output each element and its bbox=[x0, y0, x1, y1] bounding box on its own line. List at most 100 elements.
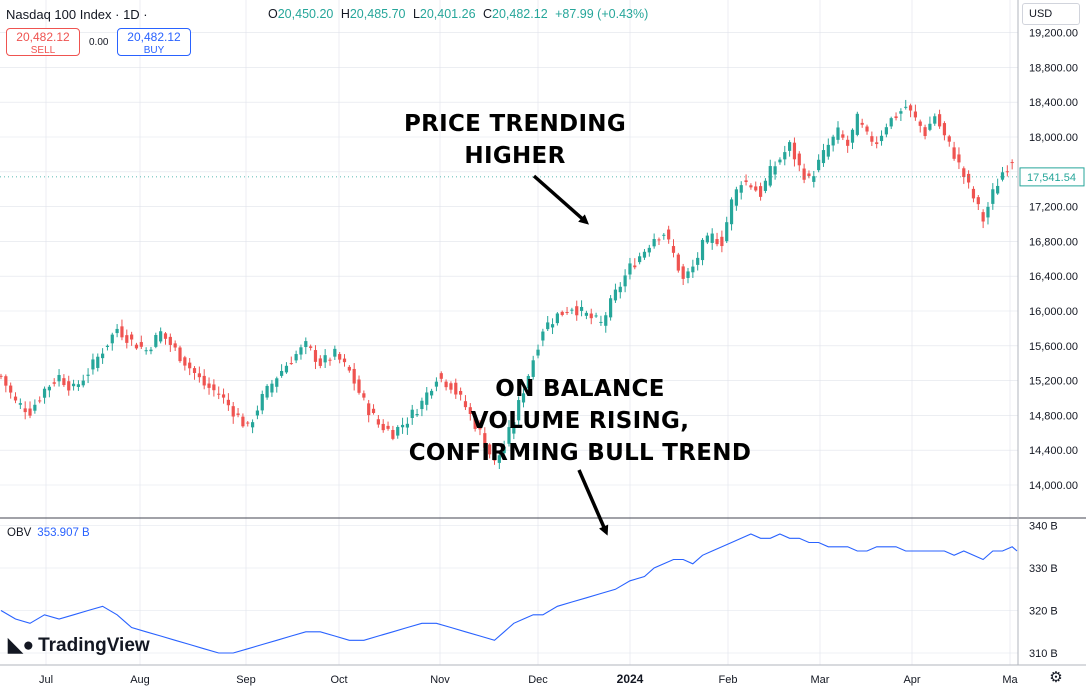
candle-body bbox=[507, 427, 511, 444]
candle-body bbox=[899, 111, 903, 114]
candle-body bbox=[739, 185, 743, 193]
obv-legend[interactable]: OBV 353.907 B bbox=[7, 527, 90, 539]
x-tick-label: Oct bbox=[330, 674, 347, 686]
x-tick-label: Aug bbox=[130, 674, 150, 686]
candle-body bbox=[860, 122, 864, 125]
candle-body bbox=[371, 408, 376, 414]
candle-body bbox=[744, 180, 748, 183]
symbol-title[interactable]: Nasdaq 100 Index · 1D · bbox=[6, 7, 148, 22]
price-tick-label: 18,000.00 bbox=[1029, 132, 1078, 144]
candle-body bbox=[904, 106, 908, 108]
candle-body bbox=[125, 335, 129, 343]
candle-body bbox=[502, 446, 506, 454]
candle-body bbox=[763, 180, 768, 191]
candle-body bbox=[304, 341, 308, 348]
price-tick-label: 16,400.00 bbox=[1029, 271, 1078, 283]
candle-body bbox=[729, 199, 734, 225]
candle-body bbox=[255, 410, 260, 416]
logo-text: TradingView bbox=[38, 635, 150, 656]
candle-body bbox=[691, 266, 695, 273]
candle-body bbox=[367, 403, 371, 416]
candle-body bbox=[623, 275, 627, 287]
candle-body bbox=[1010, 162, 1014, 164]
candle-body bbox=[154, 335, 158, 347]
candle-body bbox=[613, 289, 618, 301]
candle-body bbox=[410, 409, 414, 419]
candle-body bbox=[952, 147, 956, 159]
candle-body bbox=[633, 265, 637, 268]
currency-selector[interactable]: USD bbox=[1022, 3, 1080, 25]
candle-body bbox=[362, 393, 366, 398]
obv-legend-value: 353.907 B bbox=[37, 527, 90, 539]
ohlc-change: +87.99 (+0.43%) bbox=[555, 7, 649, 21]
candle-body bbox=[289, 363, 293, 365]
buy-button[interactable]: 20,482.12 BUY bbox=[117, 28, 191, 56]
price-tick-label: 15,600.00 bbox=[1029, 341, 1078, 353]
candle-body bbox=[42, 388, 47, 398]
price-tick-label: 17,200.00 bbox=[1029, 202, 1078, 214]
candle-body bbox=[420, 400, 424, 410]
candle-body bbox=[241, 416, 245, 427]
candle-body bbox=[270, 383, 274, 393]
price-tick-label: 19,200.00 bbox=[1029, 28, 1078, 40]
candle-body bbox=[294, 354, 298, 361]
candle-body bbox=[405, 423, 409, 428]
candle-body bbox=[333, 348, 337, 357]
candle-body bbox=[942, 123, 947, 136]
ohlc-low-key: L bbox=[412, 7, 420, 21]
tradingview-logo-icon: ◣● bbox=[8, 635, 35, 656]
candle-body bbox=[933, 116, 937, 124]
candle-body bbox=[439, 373, 443, 379]
candle-body bbox=[217, 393, 221, 395]
candle-body bbox=[454, 382, 458, 395]
price-candles bbox=[0, 99, 1014, 469]
tradingview-logo[interactable]: ◣● TradingView bbox=[8, 634, 150, 657]
candle-body bbox=[425, 392, 429, 405]
candle-body bbox=[163, 333, 168, 339]
obv-series bbox=[0, 533, 1018, 654]
sell-label: SELL bbox=[30, 45, 56, 56]
candle-body bbox=[429, 390, 434, 396]
vertical-grid bbox=[45, 0, 1011, 665]
candle-body bbox=[773, 166, 777, 175]
gear-icon[interactable]: ⚙ bbox=[1049, 669, 1063, 686]
price-annotation: PRICE TRENDING HIGHER bbox=[390, 108, 640, 172]
candle-body bbox=[575, 306, 579, 316]
candle-body bbox=[415, 414, 419, 416]
candle-body bbox=[434, 381, 439, 387]
candle-body bbox=[13, 396, 18, 401]
candle-body bbox=[671, 246, 676, 253]
candle-body bbox=[589, 313, 593, 319]
price-tick-label: 16,000.00 bbox=[1029, 306, 1078, 318]
candle-body bbox=[250, 422, 255, 428]
candle-body bbox=[192, 368, 197, 374]
candle-body bbox=[996, 185, 1000, 194]
candle-body bbox=[667, 229, 671, 240]
candle-body bbox=[715, 239, 719, 245]
candle-body bbox=[149, 349, 153, 352]
candle-body bbox=[202, 375, 206, 386]
price-annotation-line-1: PRICE TRENDING bbox=[403, 111, 627, 137]
candle-body bbox=[197, 373, 201, 378]
candle-body bbox=[618, 286, 622, 293]
candle-body bbox=[599, 321, 603, 323]
sell-button[interactable]: 20,482.12 SELL bbox=[6, 28, 80, 56]
candle-body bbox=[110, 334, 114, 344]
candle-body bbox=[976, 197, 980, 205]
candle-body bbox=[696, 257, 700, 265]
candle-body bbox=[928, 123, 932, 130]
candle-body bbox=[754, 186, 758, 191]
candle-body bbox=[105, 345, 110, 347]
spread-value: 0.00 bbox=[89, 37, 109, 48]
candle-body bbox=[212, 384, 216, 391]
candle-body bbox=[4, 376, 8, 386]
candle-body bbox=[91, 359, 95, 370]
candle-body bbox=[357, 379, 361, 393]
candle-body bbox=[221, 394, 226, 398]
candle-body bbox=[62, 378, 66, 386]
candle-body bbox=[463, 401, 468, 408]
candle-body bbox=[265, 385, 269, 398]
candle-body bbox=[9, 385, 13, 393]
candle-body bbox=[546, 322, 550, 330]
